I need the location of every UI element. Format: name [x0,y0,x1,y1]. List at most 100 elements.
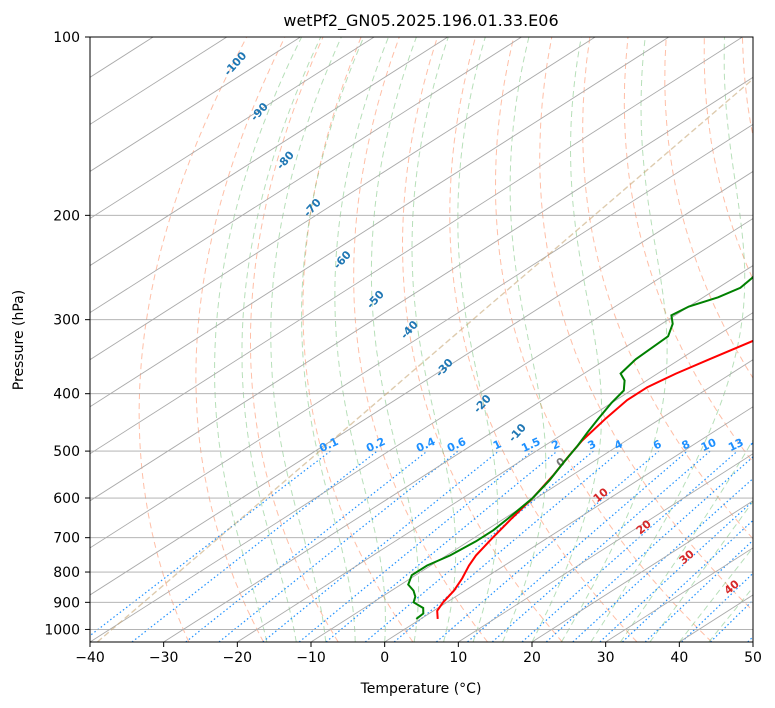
moist-adiabat [270,37,342,642]
mixing-ratio-label: 8 [680,437,692,452]
mixing-ratio-line [325,450,558,642]
mixing-ratio-line [298,450,533,642]
x-ticks: −40 −30 −20 −10 0 10 20 30 40 50 [75,642,762,666]
moist-adiabat-label: -20 [471,392,494,416]
mixing-ratio-line [599,500,753,642]
moist-adiabat [649,500,753,642]
isotherm [458,453,753,642]
mixing-ratio-line [131,450,378,642]
moist-adiabat-label: -30 [433,356,456,380]
profile-series [407,275,753,620]
dry-adiabat [494,37,713,642]
x-tick-label: 40 [670,650,688,666]
y-tick-label: 700 [53,531,80,547]
mixing-ratio-line [521,450,738,642]
mixing-ratio-line [572,477,753,642]
isotherm [90,37,375,220]
dry-adiabat [449,37,638,642]
moist-adiabat [301,37,365,642]
moist-adiabat [370,37,420,642]
mixing-ratio-line [644,539,753,642]
isotherm [90,123,753,549]
isotherms [90,37,753,642]
dry-adiabat [623,37,753,464]
isotherm [752,641,753,642]
x-tick-label: 50 [744,650,762,666]
lcl-curve [96,78,753,642]
mixing-ratio-line [436,450,660,642]
y-tick-label: 900 [53,595,80,611]
moist-adiabat-label: -40 [398,318,421,342]
moist-adiabat-label: -50 [364,288,387,312]
mixing-ratio-line [747,635,753,642]
moist-adiabat [708,586,753,642]
mixing-ratio-line [491,450,711,642]
plot-frame [89,36,754,643]
mixing-ratio-label: 6 [651,437,664,452]
dry-adiabat-label: 20 [634,517,654,537]
x-tick-label: −10 [296,650,326,666]
moist-adiabat-label: -90 [248,100,271,124]
mixing-ratio-line [467,450,688,642]
isobars [90,37,753,630]
moist-adiabat-label: -60 [331,248,354,272]
mixing-ratio-label: 3 [586,437,598,452]
isotherm [679,594,753,642]
dry-adiabat-label: 40 [722,577,742,597]
mixing-ratio-label: 0.1 [317,435,340,455]
chart-title: wetPf2_GN05.2025.196.01.33.E06 [283,11,558,31]
isotherm [90,37,449,267]
isotherm [90,37,301,172]
isotherm [237,312,753,642]
x-tick-label: 10 [449,650,467,666]
isotherm [90,37,743,455]
moist-adiabat-label: -70 [301,196,324,220]
dry-adiabat [138,37,248,642]
x-tick-label: 30 [597,650,615,666]
mixing-ratio-line [545,456,753,642]
x-tick-label: −20 [223,650,253,666]
mixing-ratio-label: 13 [726,436,745,454]
y-tick-label: 1000 [44,622,80,638]
x-axis-label: Temperature (°C) [360,681,482,697]
plot-area: 0.10.20.40.611.52346810131620253036-100-… [90,37,753,642]
isotherm [310,359,753,642]
y-tick-label: 100 [53,30,80,46]
isotherm [90,37,670,408]
y-tick-label: 300 [53,313,80,329]
mixing-ratio-line [218,450,459,642]
x-tick-label: −30 [149,650,179,666]
x-tick-label: 20 [523,650,541,666]
mixing-ratio-line [709,599,753,642]
isotherm [90,170,753,596]
mixing-ratio-line [185,450,428,642]
mixing-ratio-line [364,450,594,642]
dry-adiabat [703,37,753,281]
moist-adiabat [241,37,322,642]
y-ticks: 100 200 300 400 500 600 700 800 900 1000 [44,30,90,638]
moist-adiabat [214,37,303,642]
x-tick-label: −40 [75,650,105,666]
mixing-ratio-line [262,450,500,642]
dry-adiabats [138,37,753,642]
moist-adiabat [620,439,753,642]
mixing-ratio-label: 1.5 [519,435,542,455]
lcl-curve [96,78,753,642]
dry-adiabat [539,37,753,612]
y-tick-label: 800 [53,565,80,581]
isotherm [90,37,596,361]
x-tick-label: 0 [380,650,389,666]
temperature-line [436,339,753,619]
moist-adiabat [531,37,603,642]
moist-adiabat [502,37,547,642]
dry-adiabat [401,37,563,642]
moist-adiabat [411,37,457,642]
y-tick-label: 600 [53,491,80,507]
moist-adiabat [590,37,746,642]
isotherm [90,217,753,642]
y-tick-label: 500 [53,444,80,460]
moist-adiabat [678,546,753,642]
mixing-ratio-line [90,450,331,637]
isotherm [90,76,753,502]
